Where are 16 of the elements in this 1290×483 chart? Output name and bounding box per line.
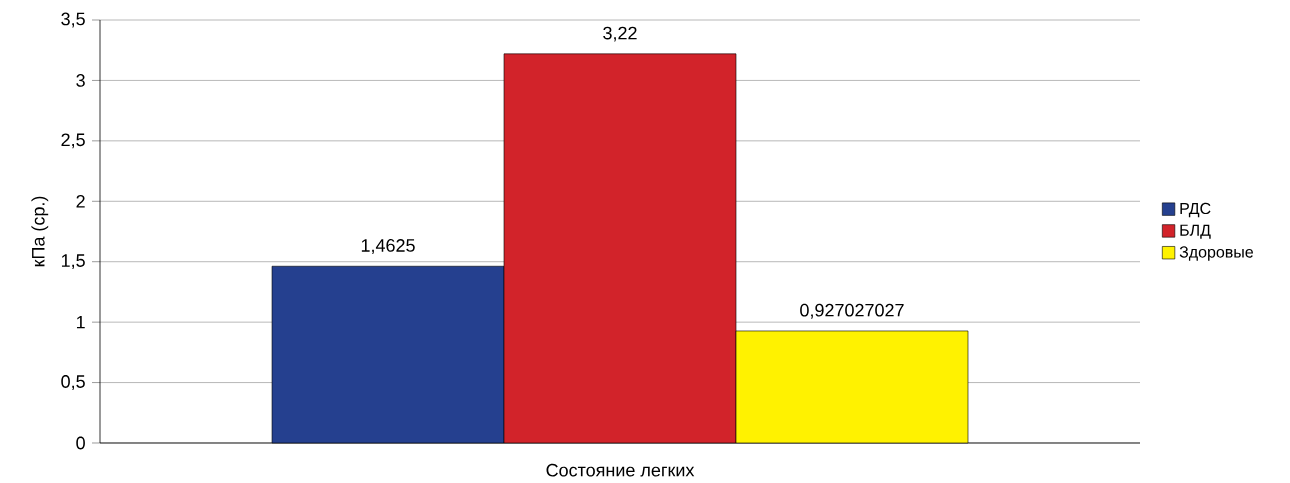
y-axis-title: кПа (ср.)	[31, 196, 49, 267]
legend-label: РДС	[1180, 203, 1211, 218]
y-tick-label: 3,5	[61, 12, 85, 28]
y-tick-label: 3	[76, 74, 85, 88]
y-tick-label: 2,5	[61, 133, 85, 149]
data-label: 0,927027027	[800, 304, 904, 319]
y-tick-label: 1,5	[61, 254, 85, 270]
y-tick-label: 0,5	[61, 375, 85, 391]
data-label: 3,22	[603, 26, 637, 42]
y-tick-label: 2	[76, 195, 85, 208]
y-tick-label: 0	[76, 436, 85, 450]
legend-label: БЛД	[1180, 224, 1211, 240]
legend-label: Здоровые	[1179, 246, 1253, 262]
y-tick-label: 1	[76, 316, 85, 329]
data-label: 1,4625	[361, 239, 415, 255]
x-axis-title: Состояние легких	[546, 464, 695, 477]
